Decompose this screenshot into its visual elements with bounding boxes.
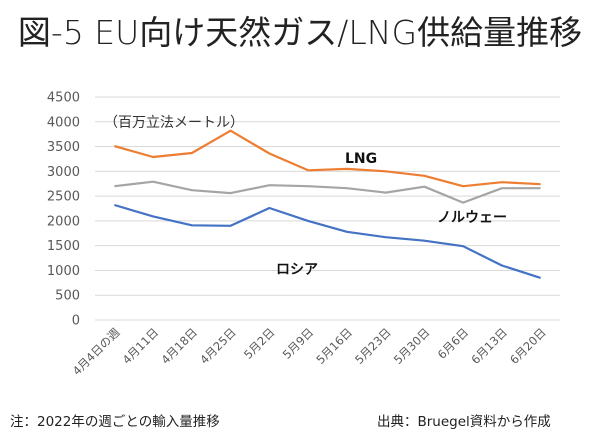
x-tick-label: 5月2日 [241, 325, 278, 362]
chart-title: 図-5 EU向け天然ガス/LNG供給量推移 [17, 13, 583, 52]
y-axis-ticks: 0 500 1000 1500 2000 2500 3000 3500 4000 4500 [47, 91, 80, 329]
gridlines [95, 96, 560, 321]
x-tick-label: 6月13日 [468, 325, 510, 367]
x-tick-label: 5月30日 [391, 325, 433, 367]
x-tick-label: 5月9日 [280, 325, 317, 362]
series-label-russia: ロシア [276, 262, 318, 278]
series-label-norway: ノルウェー [437, 210, 507, 226]
x-tick-label: 4月4日の週 [70, 325, 123, 378]
series-label-lng: LNG [345, 151, 377, 167]
y-tick-label: 1000 [47, 264, 80, 279]
x-tick-label: 6月20日 [507, 325, 549, 367]
footnote: 注：2022年の週ごとの輸入量推移 [10, 414, 220, 430]
series-lines [114, 129, 541, 279]
x-tick-label: 6月6日 [435, 325, 472, 362]
x-tick-label: 5月23日 [352, 325, 394, 367]
unit-label: （百万立法メートル） [104, 115, 244, 131]
series-line-0 [114, 129, 541, 188]
y-tick-label: 0 [72, 314, 80, 329]
series-line-1 [114, 180, 541, 204]
y-tick-label: 2000 [47, 214, 80, 229]
x-tick-label: 5月16日 [313, 325, 355, 367]
y-tick-label: 2500 [47, 190, 80, 205]
source-note: 出典：Bruegel資料から作成 [377, 414, 551, 430]
y-tick-label: 4500 [47, 91, 80, 106]
y-tick-label: 3500 [47, 140, 80, 155]
y-tick-label: 1500 [47, 239, 80, 254]
y-tick-label: 3000 [47, 165, 80, 180]
x-tick-label: 4月18日 [158, 325, 200, 367]
series-line-2 [114, 203, 541, 279]
x-tick-label: 4月11日 [120, 325, 162, 367]
y-tick-label: 4000 [47, 115, 80, 130]
x-tick-label: 4月25日 [197, 325, 239, 367]
y-tick-label: 500 [55, 289, 80, 304]
